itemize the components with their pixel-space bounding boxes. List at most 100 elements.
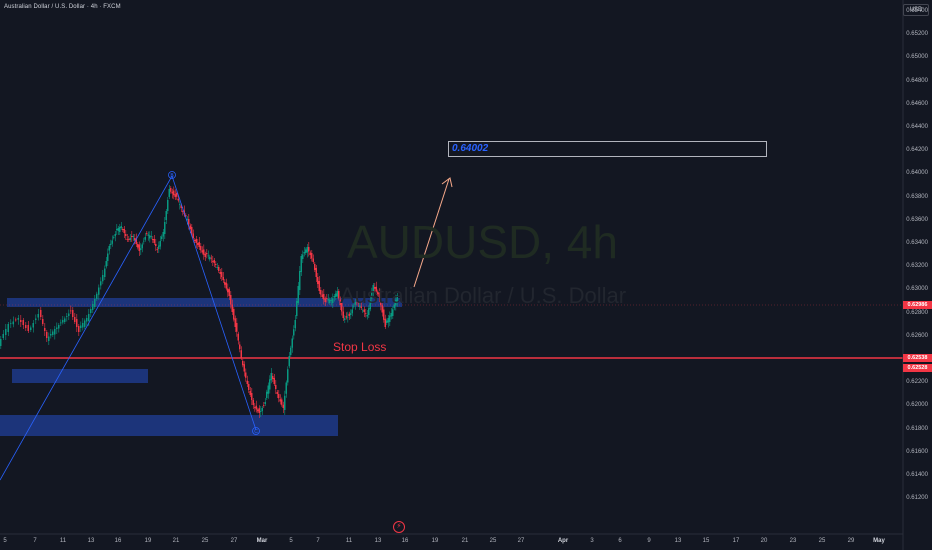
candle-body: [392, 309, 394, 316]
candle-body: [303, 252, 305, 254]
point-c-marker[interactable]: [252, 427, 260, 435]
candle-body: [90, 309, 92, 313]
time-tick-label: 21: [461, 538, 469, 544]
candle-body: [2, 334, 4, 338]
point-b-marker[interactable]: [168, 171, 176, 179]
candle-body: [32, 323, 34, 328]
candle-body: [395, 299, 397, 306]
time-tick-label: 16: [401, 538, 409, 544]
candle-body: [278, 394, 280, 399]
candle-body: [321, 294, 323, 297]
candle-body: [219, 272, 221, 274]
time-tick-label: 5: [289, 538, 293, 544]
time-tick-label: 19: [144, 538, 152, 544]
candle-body: [132, 236, 134, 237]
candle-body: [116, 229, 118, 230]
candle-body: [60, 322, 62, 324]
candle-body: [221, 272, 223, 277]
candle-body: [100, 281, 102, 286]
candle-body: [257, 409, 259, 412]
stop-loss-label: Stop Loss: [333, 340, 387, 354]
candle-body: [134, 238, 136, 241]
candle-body: [180, 205, 182, 208]
candle-body: [82, 323, 84, 328]
candle-body: [144, 237, 146, 240]
candle-body: [260, 411, 262, 412]
candle-body: [347, 316, 349, 318]
candle-body: [5, 329, 7, 335]
time-tick-label: 7: [316, 538, 320, 544]
candle-body: [122, 229, 124, 230]
candle-body: [372, 285, 374, 293]
candle-body: [147, 234, 149, 236]
candle-body: [48, 336, 50, 341]
candle-body: [20, 320, 22, 322]
candle-body: [182, 211, 184, 212]
price-tick-label: 0.63400: [906, 240, 928, 246]
candle-body: [113, 237, 115, 239]
projection-arrow[interactable]: [413, 177, 453, 288]
candle-body: [140, 248, 142, 250]
tradingview-logo-icon[interactable]: ⚡: [393, 521, 405, 533]
candle-body: [323, 294, 325, 300]
candle-body: [342, 311, 344, 318]
candle-body: [203, 249, 205, 255]
zones: [0, 298, 402, 436]
candle-body: [50, 334, 52, 336]
candle-body: [281, 399, 283, 405]
candle-body: [320, 290, 322, 295]
candle-body: [332, 298, 334, 303]
candle-body: [383, 309, 385, 320]
candle-body: [365, 313, 367, 314]
time-tick-label: 7: [33, 538, 37, 544]
candle-body: [102, 275, 104, 282]
candle-body: [231, 304, 233, 312]
time-tick-label: 3: [590, 538, 594, 544]
candle-body: [168, 189, 170, 197]
candle-body: [234, 318, 236, 327]
candle-body: [390, 313, 392, 317]
candle-body: [287, 369, 289, 383]
time-tick-label: 13: [374, 538, 382, 544]
candle-body: [215, 264, 217, 265]
price-tick-label: 0.62000: [906, 402, 928, 409]
candle-body: [78, 326, 80, 332]
price-tick-label: 0.65400: [906, 8, 928, 14]
candle-body: [255, 405, 257, 410]
candle-body: [131, 236, 133, 237]
price-tick-label: 0.61800: [906, 425, 928, 432]
candle-body: [209, 256, 211, 260]
time-tick-label: 27: [230, 538, 238, 544]
candle-body: [249, 391, 251, 395]
candle-body: [56, 327, 58, 329]
candle-body: [173, 190, 175, 196]
candle-body: [197, 243, 199, 245]
candle-body: [248, 384, 250, 390]
candle-body: [198, 242, 200, 247]
target-price-value: 0.64002: [452, 143, 489, 154]
candle-body: [230, 295, 232, 305]
target-price-box[interactable]: 0.64002: [448, 141, 767, 157]
candle-body: [329, 299, 331, 303]
candle-body: [297, 286, 299, 303]
candle-body: [150, 236, 152, 237]
candle-body: [384, 318, 386, 327]
candle-body: [162, 232, 164, 237]
price-tick-label: 0.63600: [906, 216, 928, 223]
candle-body: [333, 296, 335, 298]
candle-body: [324, 298, 326, 302]
point-c-label: C: [254, 429, 258, 435]
candle-body: [294, 320, 296, 329]
candle-body: [263, 405, 265, 406]
time-tick-label: 16: [114, 538, 122, 544]
candle-body: [308, 247, 310, 252]
candle-body: [258, 408, 260, 413]
symbol-title[interactable]: Australian Dollar / U.S. Dollar · 4h · F…: [4, 4, 121, 10]
candle-body: [30, 327, 32, 330]
currency-button[interactable]: USD: [903, 4, 929, 16]
watermark-symbol: AUDUSD, 4h: [347, 216, 618, 268]
candle-body: [167, 200, 169, 211]
candle-body: [7, 324, 9, 332]
candle-body: [228, 289, 230, 296]
